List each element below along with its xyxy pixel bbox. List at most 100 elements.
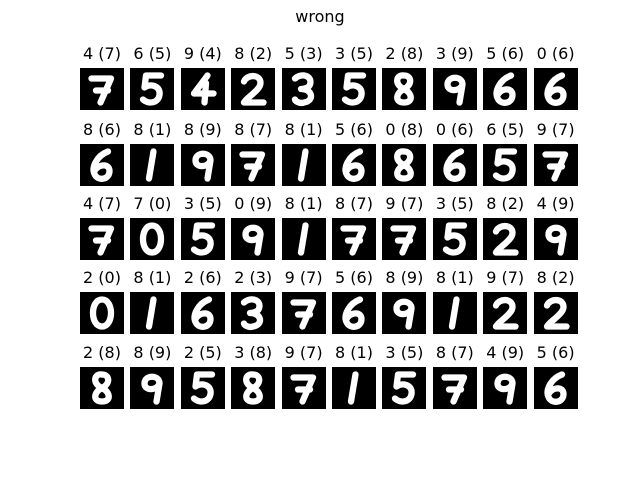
digit-image [483, 367, 528, 409]
digit-cell: 9 (7) [480, 268, 530, 334]
digit-image [332, 218, 376, 260]
digit-cell: 8 (1) [279, 194, 329, 260]
digit-image [180, 292, 225, 334]
digit-image [281, 367, 326, 409]
digit-image [533, 367, 578, 409]
digit-stroke [146, 148, 158, 182]
digit-cell: 3 (5) [178, 194, 228, 260]
cell-label: 9 (7) [385, 194, 424, 213]
cell-label: 8 (9) [385, 268, 424, 287]
digit-cell: 2 (6) [178, 268, 228, 334]
digit-image [382, 144, 427, 186]
cell-label: 0 (8) [385, 120, 424, 139]
cell-label: 6 (5) [486, 120, 525, 139]
digit-stroke [443, 148, 466, 182]
digit-stroke [239, 151, 266, 182]
cell-label: 4 (7) [83, 194, 121, 213]
digit-cell: 8 (9) [379, 268, 429, 334]
digit-image [281, 68, 326, 110]
digit-stroke [544, 224, 567, 256]
cell-label: 2 (8) [83, 343, 121, 362]
digit-image [533, 68, 578, 110]
cell-label: 4 (9) [486, 343, 525, 362]
digit-stroke [140, 222, 165, 256]
digit-image [130, 292, 175, 334]
digit-stroke [289, 299, 316, 330]
digit-stroke [494, 373, 516, 405]
digit-image [533, 218, 578, 260]
digit-image [432, 367, 477, 409]
digit-stroke [340, 225, 367, 256]
cell-label: 8 (2) [486, 194, 525, 213]
digit-stroke [141, 373, 164, 405]
digit-image [483, 292, 528, 334]
digit-image [432, 218, 477, 260]
digit-cell: 2 (8) [77, 343, 127, 409]
digit-cell: 8 (1) [430, 268, 480, 334]
digit-stroke [92, 371, 112, 405]
digit-stroke [190, 371, 215, 405]
cell-label: 5 (6) [335, 268, 373, 287]
digit-image [332, 292, 376, 334]
digit-stroke [448, 296, 460, 330]
digit-image [180, 68, 225, 110]
digit-stroke [146, 296, 158, 330]
digit-image [533, 144, 578, 186]
cell-label: 8 (1) [284, 194, 323, 213]
digit-image [130, 68, 175, 110]
digit-stroke [342, 148, 365, 182]
cell-label: 9 (4) [183, 44, 222, 63]
digit-cell: 3 (9) [430, 44, 480, 110]
digit-image [231, 68, 276, 110]
digit-cell: 0 (9) [228, 194, 278, 260]
digit-stroke [341, 72, 367, 106]
digit-cell: 4 (7) [77, 44, 127, 110]
cell-label: 5 (6) [335, 120, 373, 139]
digit-stroke [297, 222, 309, 256]
cell-label: 3 (8) [234, 343, 273, 362]
cell-label: 2 (3) [234, 268, 273, 287]
digit-image [281, 292, 326, 334]
digit-image [281, 144, 326, 186]
digit-stroke [441, 374, 467, 405]
digit-cell: 5 (3) [279, 44, 329, 110]
digit-image [281, 218, 326, 260]
digit-cell: 9 (7) [379, 194, 429, 260]
cell-label: 8 (7) [435, 343, 474, 362]
digit-cell: 0 (6) [531, 44, 581, 110]
cell-label: 7 (0) [133, 194, 172, 213]
digit-cell: 5 (6) [329, 120, 379, 186]
digit-stroke [140, 72, 165, 106]
digit-stroke [493, 222, 519, 256]
digit-stroke [192, 150, 214, 182]
digit-cell: 8 (2) [228, 44, 278, 110]
digit-cell: 6 (5) [480, 120, 530, 186]
digit-cell: 8 (2) [531, 268, 581, 334]
digit-cell: 6 (5) [127, 44, 177, 110]
digit-stroke [342, 296, 365, 330]
cell-label: 8 (2) [536, 268, 575, 287]
cell-label: 3 (5) [385, 343, 424, 362]
digit-image [483, 218, 528, 260]
digit-image [231, 292, 276, 334]
cell-label: 4 (7) [83, 44, 121, 63]
digit-image [432, 68, 477, 110]
digit-cell: 8 (9) [178, 120, 228, 186]
digit-stroke [90, 148, 113, 182]
digit-cell: 0 (8) [379, 120, 429, 186]
cell-label: 2 (8) [385, 44, 424, 63]
digit-stroke [543, 296, 570, 330]
digit-image [231, 218, 276, 260]
cell-label: 4 (9) [536, 194, 575, 213]
digit-stroke [493, 72, 516, 106]
digit-cell: 9 (4) [178, 44, 228, 110]
digit-image [130, 218, 175, 260]
cell-label: 9 (7) [284, 268, 323, 287]
digit-stroke [242, 224, 264, 256]
cell-label: 5 (6) [536, 343, 575, 362]
digit-cell: 4 (9) [531, 194, 581, 260]
cell-label: 8 (9) [133, 343, 172, 362]
digit-image [80, 144, 124, 186]
digit-image [483, 144, 528, 186]
cell-label: 8 (1) [435, 268, 474, 287]
